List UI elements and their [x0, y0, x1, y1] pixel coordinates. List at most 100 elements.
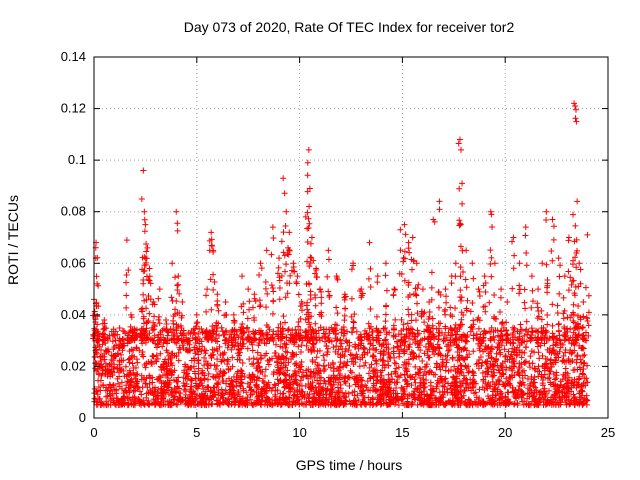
plume-point	[208, 333, 215, 340]
background-point	[461, 375, 468, 382]
plume-point	[549, 334, 556, 341]
plume-point	[277, 321, 284, 328]
background-point	[277, 343, 284, 350]
background-point	[298, 342, 305, 349]
background-point	[541, 385, 548, 392]
plume-point	[383, 302, 390, 309]
background-point	[254, 374, 261, 381]
plume-point	[246, 306, 253, 313]
data-point	[487, 208, 494, 215]
plume-point	[256, 303, 263, 310]
background-point	[385, 349, 392, 356]
plume-point	[270, 288, 277, 295]
plume-point	[447, 336, 454, 343]
background-point	[95, 383, 102, 390]
background-point	[202, 401, 209, 408]
background-point	[526, 380, 533, 387]
background-point	[139, 348, 146, 355]
background-point	[403, 368, 410, 375]
background-point	[101, 325, 108, 332]
background-point	[426, 346, 433, 353]
background-point	[372, 386, 379, 393]
background-point	[385, 362, 392, 369]
background-point	[577, 356, 584, 363]
background-point	[540, 396, 547, 403]
background-point	[500, 381, 507, 388]
plume-point	[214, 298, 221, 305]
data-point	[549, 216, 556, 223]
background-point	[332, 402, 339, 409]
background-point	[433, 364, 440, 371]
plume-point	[374, 279, 381, 286]
background-point	[532, 397, 539, 404]
data-point	[409, 234, 416, 241]
background-point	[184, 402, 191, 409]
background-point	[377, 396, 384, 403]
background-point	[195, 360, 202, 367]
background-point	[165, 391, 172, 398]
plume-point	[90, 331, 97, 338]
background-point	[330, 361, 337, 368]
data-point	[123, 237, 130, 244]
background-point	[274, 359, 281, 366]
plume-point	[167, 325, 174, 332]
background-point	[103, 393, 110, 400]
background-point	[548, 363, 555, 370]
plume-point	[156, 320, 163, 327]
data-point	[475, 286, 482, 293]
plume-point	[540, 328, 547, 335]
plume-point	[269, 310, 276, 317]
plume-point	[402, 231, 409, 238]
background-point	[491, 401, 498, 408]
background-point	[502, 394, 509, 401]
background-point	[114, 365, 121, 372]
plume-point	[350, 324, 357, 331]
background-point	[547, 356, 554, 363]
background-point	[338, 399, 345, 406]
plume-point	[481, 327, 488, 334]
background-point	[323, 342, 330, 349]
background-point	[461, 387, 468, 394]
background-point	[270, 368, 277, 375]
background-point	[103, 401, 110, 408]
background-point	[505, 380, 512, 387]
plume-point	[123, 279, 130, 286]
plume-point	[282, 222, 289, 229]
background-point	[362, 359, 369, 366]
plume-point	[447, 304, 454, 311]
background-point	[496, 377, 503, 384]
background-point	[551, 376, 558, 383]
data-point	[173, 208, 180, 215]
background-point	[100, 382, 107, 389]
background-point	[199, 367, 206, 374]
plume-point	[144, 319, 151, 326]
background-point	[197, 399, 204, 406]
background-point	[401, 371, 408, 378]
y-tick-label: 0.12	[61, 101, 86, 116]
background-point	[181, 382, 188, 389]
background-point	[336, 396, 343, 403]
background-point	[121, 401, 128, 408]
plume-point	[583, 337, 590, 344]
background-point	[297, 377, 304, 384]
background-point	[199, 343, 206, 350]
background-point	[441, 375, 448, 382]
data-point	[286, 229, 293, 236]
plume-point	[435, 329, 442, 336]
background-point	[386, 384, 393, 391]
background-point	[303, 342, 310, 349]
background-point	[283, 377, 290, 384]
plume-point	[562, 333, 569, 340]
background-point	[358, 381, 365, 388]
x-tick-label: 10	[292, 425, 306, 440]
background-point	[470, 379, 477, 386]
background-point	[271, 397, 278, 404]
plume-point	[560, 310, 567, 317]
background-point	[365, 370, 372, 377]
background-point	[362, 382, 369, 389]
background-point	[265, 361, 272, 368]
background-point	[367, 375, 374, 382]
background-point	[332, 375, 339, 382]
data-point	[491, 260, 498, 267]
background-point	[151, 326, 158, 333]
